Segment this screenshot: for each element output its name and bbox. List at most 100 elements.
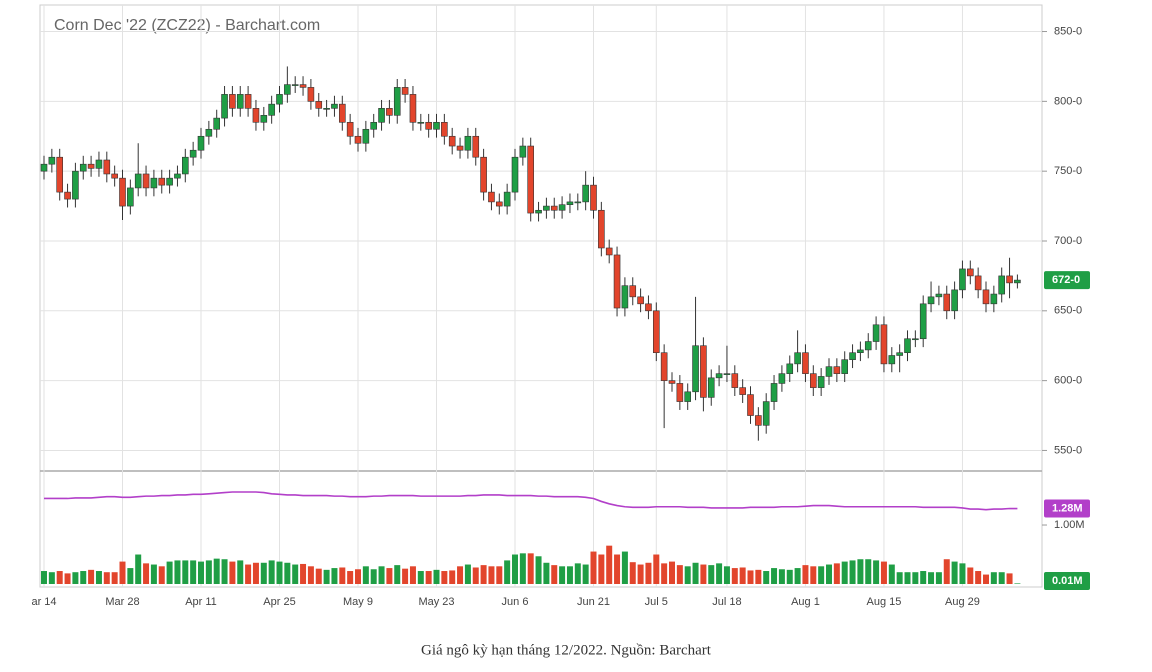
x-tick-label: Aug 1	[791, 596, 820, 608]
candle-body	[56, 156, 64, 193]
candle-body	[629, 285, 637, 298]
candle-body	[72, 170, 79, 200]
volume-bar	[268, 560, 275, 584]
candle-body	[935, 293, 943, 298]
volume-bar	[865, 559, 872, 584]
volume-bar	[621, 551, 628, 584]
candle-body	[236, 94, 244, 109]
volume-bar	[245, 564, 252, 584]
volume-bar	[386, 568, 393, 584]
candle-body	[276, 94, 283, 105]
volume-bar	[763, 571, 770, 584]
volume-bar	[669, 561, 675, 584]
volume-bar	[174, 560, 181, 584]
candle-body	[456, 145, 464, 151]
volume-bar	[967, 567, 974, 584]
volume-bar	[614, 554, 621, 584]
candle-body	[79, 163, 87, 172]
volume-bar	[598, 554, 605, 584]
volume-bar	[920, 571, 927, 584]
candle-body	[519, 145, 527, 158]
volume-bar	[284, 562, 291, 584]
volume-bar	[935, 572, 942, 584]
candle-body	[637, 296, 644, 305]
candle-body	[794, 352, 801, 365]
volume-bar	[723, 566, 730, 584]
candle-body	[338, 103, 346, 123]
candle-body	[495, 201, 503, 207]
candle-body	[441, 121, 448, 137]
volume-bar	[402, 568, 409, 584]
candle-body	[103, 159, 111, 175]
candle-body	[1014, 279, 1021, 284]
candle-body	[590, 184, 597, 211]
candle-body	[354, 135, 362, 144]
candle-body	[362, 128, 370, 144]
candle-body	[433, 121, 440, 130]
volume-bar	[72, 572, 79, 584]
candle-body	[660, 352, 668, 381]
open-interest-label: 1.28M	[1052, 502, 1083, 514]
candle-body	[182, 156, 189, 175]
volume-bar	[472, 567, 479, 584]
x-tick-label: May 23	[418, 596, 454, 608]
volume-bar	[127, 568, 134, 584]
volume-bar	[480, 565, 487, 584]
x-tick-label: ar 14	[31, 596, 56, 608]
volume-bar	[362, 566, 369, 584]
volume-bar	[810, 566, 817, 584]
volume-bar	[833, 563, 840, 584]
volume-bar	[464, 564, 471, 584]
candle-body	[307, 87, 315, 102]
candle-body	[331, 103, 338, 109]
x-tick-label: Jun 6	[502, 596, 529, 608]
candle-body	[825, 366, 833, 377]
volume-bar	[888, 564, 895, 584]
volume-bar	[739, 567, 746, 584]
volume-bar	[355, 569, 361, 584]
volume-bar	[959, 563, 966, 584]
candle-body	[543, 205, 550, 211]
volume-bar	[95, 571, 102, 584]
volume-bar	[276, 561, 283, 584]
volume-bar	[661, 563, 668, 584]
candle-body	[739, 387, 746, 395]
volume-bar	[205, 560, 212, 584]
volume-bar	[692, 562, 699, 584]
candle-body	[378, 108, 385, 123]
volume-bar	[818, 566, 825, 584]
candle-body	[574, 201, 582, 204]
last-price-label-bg	[1044, 271, 1090, 290]
open-interest-label-bg	[1044, 499, 1090, 518]
volume-bar	[880, 561, 887, 584]
candle-body	[48, 156, 56, 165]
candle-body	[213, 117, 220, 130]
candle-body	[299, 84, 307, 88]
candle-body	[692, 345, 699, 393]
candle-body	[425, 121, 432, 130]
volume-bar	[347, 571, 354, 584]
last-price-label: 672-0	[1052, 274, 1080, 286]
volume-bar	[1014, 583, 1021, 584]
candle-body	[40, 163, 48, 172]
candle-body	[896, 352, 903, 356]
volume-bar	[307, 566, 314, 584]
volume-bar	[119, 561, 126, 584]
candle-body	[448, 135, 456, 147]
volume-bar	[457, 566, 464, 584]
candle-body	[221, 94, 228, 119]
candle-body	[111, 173, 118, 179]
chart-title: Corn Dec '22 (ZCZ22) - Barchart.com	[54, 17, 320, 34]
candle-body	[621, 285, 629, 309]
volume-bar	[237, 560, 244, 584]
volume-bar	[771, 568, 778, 584]
volume-bar	[504, 560, 511, 584]
candle-body	[762, 401, 770, 426]
candle-body	[707, 377, 715, 398]
volume-bar	[111, 572, 118, 584]
candle-body	[872, 324, 880, 342]
volume-bar	[370, 569, 377, 584]
volume-bar	[433, 569, 440, 584]
caption: Giá ngô kỳ hạn tháng 12/2022. Nguồn: Bar…	[421, 642, 712, 658]
volume-bar	[637, 564, 644, 584]
